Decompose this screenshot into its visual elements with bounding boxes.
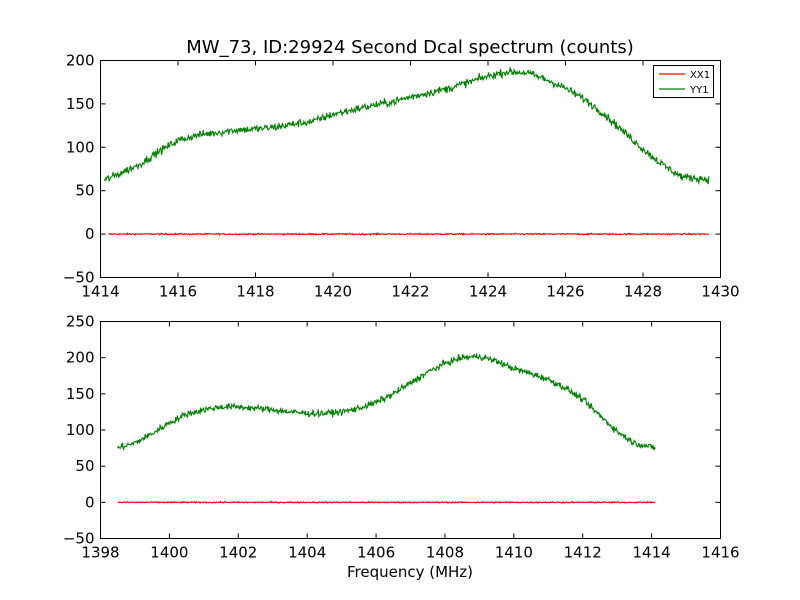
bottom-x-tick-label: 1410 bbox=[495, 544, 533, 562]
top-x-tick-label: 1426 bbox=[546, 283, 584, 301]
bottom-x-tick-label: 1408 bbox=[426, 544, 464, 562]
bottom-x-tick-label: 1398 bbox=[81, 544, 119, 562]
top-series-xx1 bbox=[108, 231, 710, 237]
bottom-x-tick-label: 1414 bbox=[633, 544, 671, 562]
top-series-yy1 bbox=[103, 67, 710, 186]
top-y-tick-label: 100 bbox=[66, 138, 95, 156]
top-y-tick-label: 200 bbox=[66, 52, 95, 70]
bottom-y-tick-label: 100 bbox=[66, 421, 95, 439]
bottom-x-tick-label: 1400 bbox=[150, 544, 188, 562]
bottom-x-tick-label: 1412 bbox=[564, 544, 602, 562]
top-y-tick-label: 150 bbox=[66, 95, 95, 113]
bottom-y-tick-label: −50 bbox=[63, 530, 95, 548]
chart-title: MW_73, ID:29924 Second Dcal spectrum (co… bbox=[186, 37, 633, 58]
bottom-y-tick-label: 150 bbox=[66, 385, 95, 403]
top-ticks-layer: 1414 1416 1418 1420 1422 1424 1426 1428 1430 −50 0… bbox=[63, 52, 740, 301]
top-x-tick-label: 1420 bbox=[314, 283, 352, 301]
bottom-x-tick-label: 1406 bbox=[357, 544, 395, 562]
bottom-y-tick-label: 250 bbox=[66, 313, 95, 331]
bottom-ticks-layer: 1398 1400 1402 1404 1406 1408 1410 1412 1414 1416… bbox=[63, 313, 740, 562]
bottom-y-tick-label: 0 bbox=[85, 493, 95, 511]
top-y-tick-label: 50 bbox=[75, 182, 94, 200]
top-x-tick-label: 1416 bbox=[159, 283, 197, 301]
top-y-tick-label: 0 bbox=[85, 225, 95, 243]
legend-label-xx1: XX1 bbox=[690, 70, 710, 81]
bottom-axes-frame bbox=[100, 321, 721, 539]
bottom-y-tick-label: 50 bbox=[75, 457, 94, 475]
bottom-y-tick-label: 200 bbox=[66, 349, 95, 367]
bottom-x-tick-label: 1402 bbox=[219, 544, 257, 562]
x-axis-label: Frequency (MHz) bbox=[347, 563, 473, 581]
bottom-series-yy1 bbox=[117, 353, 656, 452]
legend-label-yy1: YY1 bbox=[689, 85, 709, 96]
top-x-tick-label: 1424 bbox=[469, 283, 507, 301]
legend: XX1 YY1 bbox=[653, 65, 714, 98]
top-x-tick-label: 1428 bbox=[624, 283, 662, 301]
top-panel: 1414 1416 1418 1420 1422 1424 1426 1428 1430 −50 0… bbox=[63, 52, 740, 301]
top-axes-frame bbox=[100, 60, 721, 278]
top-x-tick-label: 1422 bbox=[391, 283, 429, 301]
top-x-tick-label: 1414 bbox=[81, 283, 119, 301]
top-series-layer bbox=[103, 67, 710, 237]
legend-box bbox=[653, 65, 714, 98]
bottom-panel: 1398 1400 1402 1404 1406 1408 1410 1412 1414 1416… bbox=[63, 313, 740, 562]
top-y-tick-label: −50 bbox=[63, 269, 95, 287]
bottom-x-tick-label: 1404 bbox=[288, 544, 326, 562]
top-x-tick-label: 1430 bbox=[701, 283, 739, 301]
top-x-tick-label: 1418 bbox=[236, 283, 274, 301]
bottom-x-tick-label: 1416 bbox=[701, 544, 739, 562]
bottom-series-xx1 bbox=[117, 500, 656, 505]
bottom-series-layer bbox=[117, 353, 656, 505]
